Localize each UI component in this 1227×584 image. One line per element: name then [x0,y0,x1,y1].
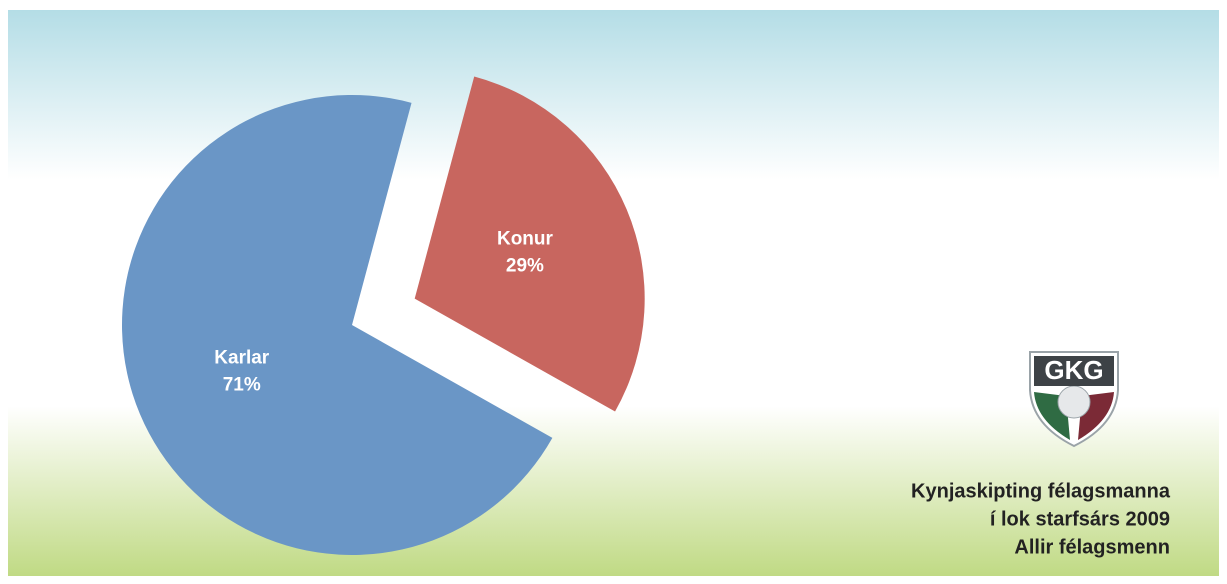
logo-text: GKG [1044,355,1103,385]
pie-slice [414,76,645,412]
chart-title: í lok starfsárs 2009 [990,508,1170,530]
chart-title: Allir félagsmenn [1014,536,1170,558]
slice-label: Karlar [214,347,270,368]
value-label: 29% [506,255,544,276]
value-label: 71% [223,374,261,395]
pie-slice [121,94,553,555]
slice-label: Konur [497,228,554,249]
chart-title: Kynjaskipting félagsmanna [911,480,1171,502]
logo: GKG [1029,351,1119,448]
